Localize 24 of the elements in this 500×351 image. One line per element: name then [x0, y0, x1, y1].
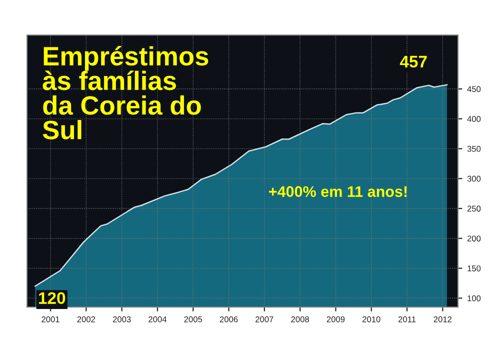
- x-tick-label: 2011: [398, 316, 416, 322]
- x-tick-label: 2007: [256, 316, 274, 322]
- y-tick-label: 400: [467, 116, 481, 122]
- x-tick-label: 2002: [77, 316, 96, 322]
- x-tick-label: 2012: [434, 316, 452, 322]
- x-tick-label: 2005: [184, 316, 202, 322]
- x-tick-label: 2008: [291, 316, 309, 322]
- x-tick-label: 2001: [42, 316, 60, 322]
- annotation: 457: [400, 56, 427, 68]
- y-tick-label: 450: [467, 86, 481, 92]
- x-tick-label: 2010: [362, 316, 380, 322]
- annotation: 120: [39, 292, 66, 304]
- x-tick-label: 2009: [326, 316, 345, 322]
- annotation: +400% em 11 anos!: [269, 186, 407, 197]
- y-tick-label: 200: [467, 236, 481, 242]
- y-tick-label: 150: [468, 265, 481, 272]
- y-tick-label: 100: [468, 295, 481, 302]
- text: Empréstimos às famílias da Coreia do Sul: [42, 46, 208, 140]
- y-tick-label: 250: [467, 206, 481, 212]
- x-tick-label: 2004: [148, 316, 167, 322]
- x-tick-label: 2006: [220, 316, 238, 322]
- y-tick-label: 350: [467, 146, 481, 152]
- y-tick-label: 300: [467, 176, 481, 182]
- x-tick-label: 2003: [112, 316, 131, 322]
